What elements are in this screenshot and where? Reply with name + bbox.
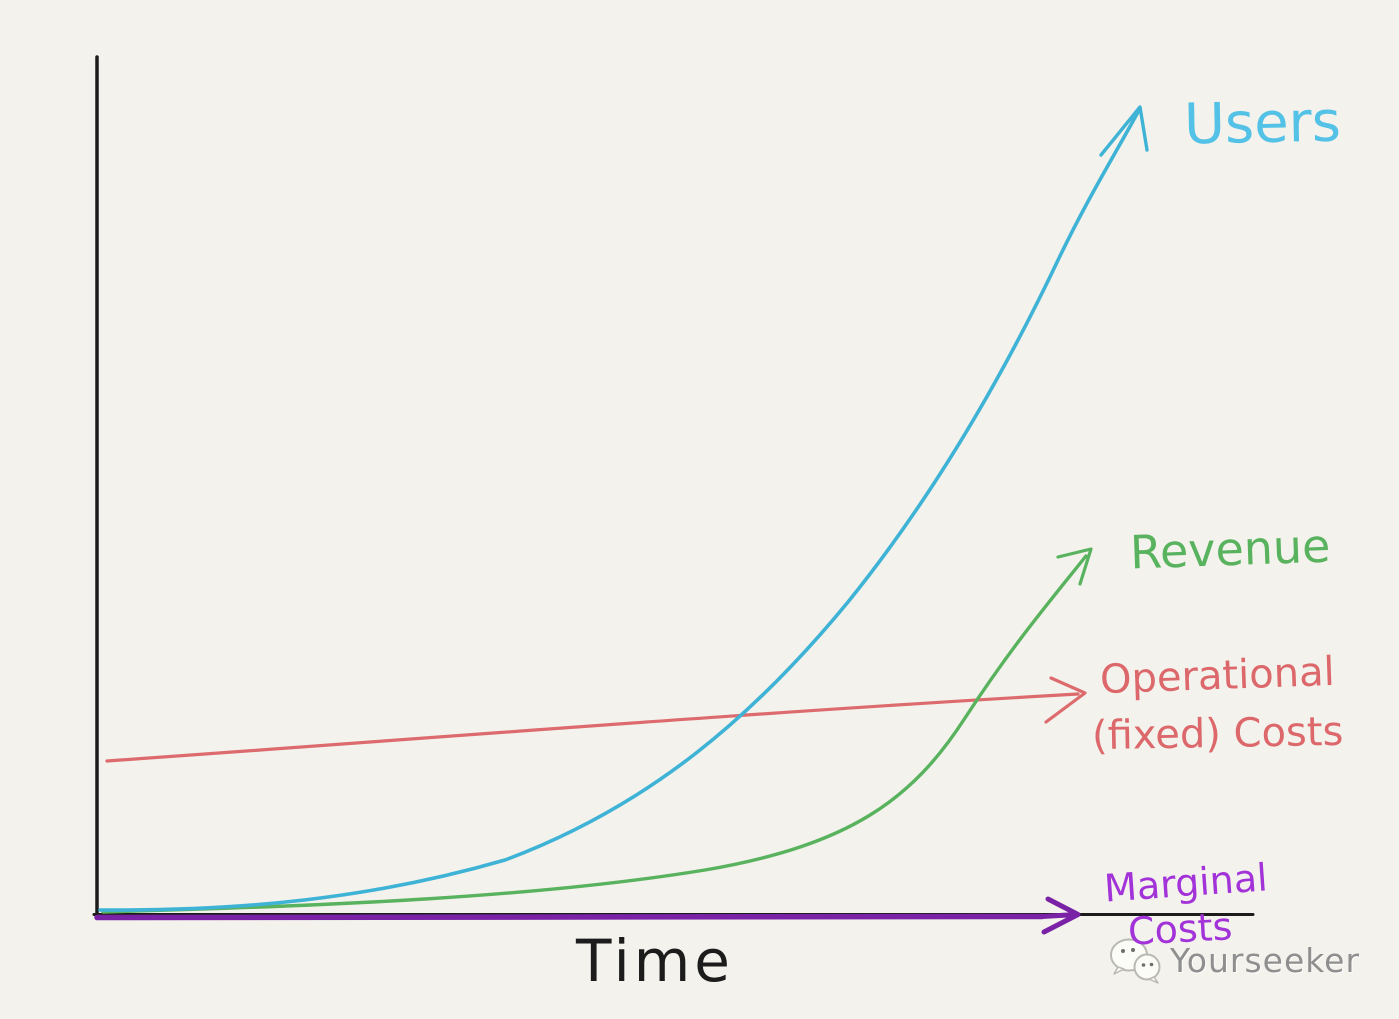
wechat-icon bbox=[1110, 938, 1161, 984]
users-curve bbox=[98, 110, 1140, 912]
revenue-curve bbox=[101, 554, 1088, 914]
operational-costs-label-line1: Operational bbox=[1099, 648, 1336, 704]
marginal-costs-arrowhead bbox=[1039, 896, 1081, 935]
users-label: Users bbox=[1183, 89, 1342, 158]
operational-costs-label-line2: (fixed) Costs bbox=[1091, 708, 1344, 760]
marginal-costs-label-line1: Marginal bbox=[1102, 855, 1269, 911]
marginal-costs-line bbox=[94, 913, 1045, 921]
watermark: Yourseeker bbox=[1104, 934, 1360, 986]
x-axis-title: Time bbox=[576, 927, 734, 995]
operational-costs-line bbox=[105, 692, 1080, 763]
marginal-costs-label-line2: Costs bbox=[1126, 904, 1234, 954]
revenue-arrowhead bbox=[1056, 547, 1093, 586]
operational-costs-arrowhead bbox=[1044, 676, 1087, 724]
revenue-label: Revenue bbox=[1129, 518, 1332, 580]
watermark-text: Yourseeker bbox=[1170, 940, 1361, 980]
users-arrowhead bbox=[1099, 105, 1149, 157]
